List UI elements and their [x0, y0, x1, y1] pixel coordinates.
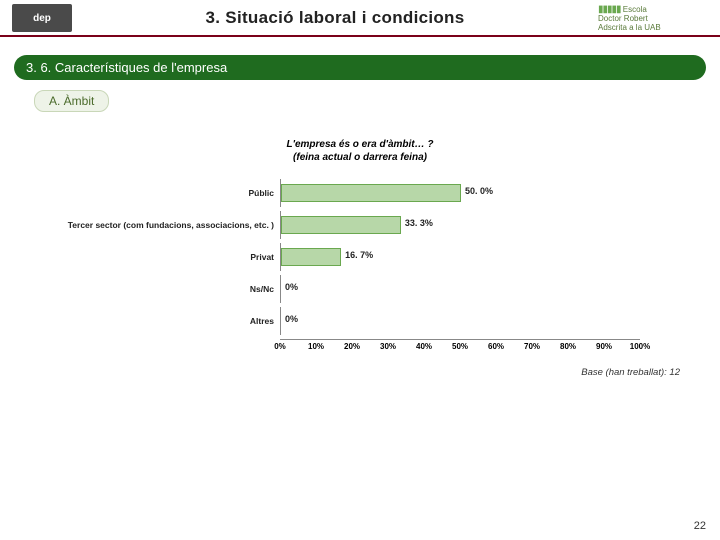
- x-tick: 70%: [524, 342, 540, 351]
- category-label: Ns/Nc: [60, 284, 280, 294]
- chart-row: Tercer sector (com fundacions, associaci…: [60, 211, 660, 239]
- chart-title: L'empresa és o era d'àmbit… ? (feina act…: [60, 138, 660, 165]
- x-tick: 60%: [488, 342, 504, 351]
- chart-row: Altres 0%: [60, 307, 660, 335]
- x-tick: 20%: [344, 342, 360, 351]
- chart-title-line2: (feina actual o darrera feina): [293, 152, 427, 163]
- x-axis: 0%10%20%30%40%50%60%70%80%90%100%: [280, 339, 640, 355]
- chart-row: Privat 16. 7%: [60, 243, 660, 271]
- bar-cell: 0%: [280, 275, 640, 303]
- bar: [281, 216, 401, 234]
- bar: [281, 248, 341, 266]
- x-tick: 90%: [596, 342, 612, 351]
- section-bar: 3. 6. Característiques de l'empresa: [14, 55, 706, 80]
- value-label: 0%: [285, 282, 298, 292]
- value-label: 33. 3%: [405, 218, 433, 228]
- bar-cell: 50. 0%: [280, 179, 640, 207]
- logo-right-line2: Doctor Robert: [598, 14, 648, 23]
- value-label: 0%: [285, 314, 298, 324]
- chart-title-line1: L'empresa és o era d'àmbit… ?: [286, 139, 433, 150]
- bar-cell: 33. 3%: [280, 211, 640, 239]
- logo-right-line1: Escola: [623, 5, 647, 14]
- value-label: 16. 7%: [345, 250, 373, 260]
- category-label: Privat: [60, 252, 280, 262]
- chart-container: L'empresa és o era d'àmbit… ? (feina act…: [60, 138, 660, 355]
- category-label: Tercer sector (com fundacions, associaci…: [60, 220, 280, 230]
- x-tick: 30%: [380, 342, 396, 351]
- logo-right-line3: Adscrita a la UAB: [598, 23, 661, 32]
- chart-row: Ns/Nc 0%: [60, 275, 660, 303]
- value-label: 50. 0%: [465, 186, 493, 196]
- page-number: 22: [694, 520, 706, 532]
- x-tick: 40%: [416, 342, 432, 351]
- x-tick: 0%: [274, 342, 286, 351]
- logo-left: dep: [12, 4, 72, 32]
- x-tick: 50%: [452, 342, 468, 351]
- page-title: 3. Situació laboral i condicions: [72, 8, 598, 28]
- x-tick: 100%: [630, 342, 650, 351]
- sub-pill: A. Àmbit: [34, 90, 109, 112]
- bar-cell: 16. 7%: [280, 243, 640, 271]
- logo-right: ▮▮▮▮▮ Escola Doctor Robert Adscrita a la…: [598, 4, 708, 33]
- chart-row: Públic 50. 0%: [60, 179, 660, 207]
- header: dep 3. Situació laboral i condicions ▮▮▮…: [0, 0, 720, 37]
- base-note: Base (han treballat): 12: [0, 367, 680, 378]
- bar-cell: 0%: [280, 307, 640, 335]
- bar: [281, 184, 461, 202]
- category-label: Públic: [60, 188, 280, 198]
- category-label: Altres: [60, 316, 280, 326]
- x-tick: 80%: [560, 342, 576, 351]
- x-tick: 10%: [308, 342, 324, 351]
- bar-chart: Públic 50. 0% Tercer sector (com fundacion…: [60, 179, 660, 335]
